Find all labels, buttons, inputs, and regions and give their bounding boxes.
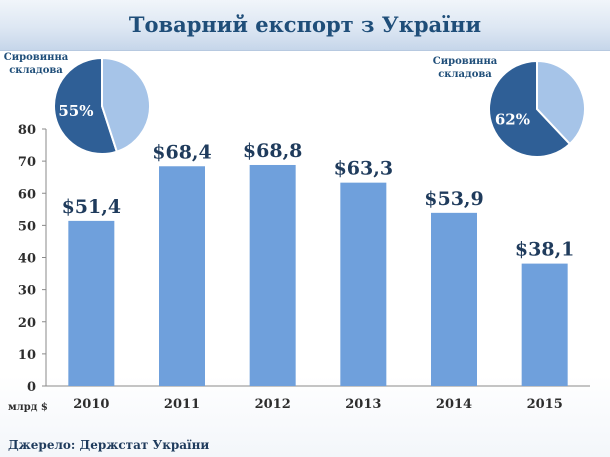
bar-value-label: $68,4	[152, 141, 212, 163]
x-tick-label: 2012	[255, 397, 291, 412]
pie-slice-raw	[488, 59, 572, 158]
x-tick-label: 2013	[345, 397, 381, 412]
pie-title-line: складова	[9, 65, 63, 76]
bar-value-label: $53,9	[424, 188, 484, 210]
pie-slice-other	[536, 59, 586, 146]
bar-value-label: $38,1	[515, 239, 575, 261]
x-tick-label: 2010	[73, 397, 109, 412]
bar	[68, 220, 115, 386]
source-note: Джерело: Держстат України	[8, 438, 210, 452]
page-title: Товарний експорт з України	[128, 12, 482, 37]
y-tick-label: 40	[18, 252, 36, 267]
y-tick-label: 10	[18, 348, 36, 363]
y-tick-label: 70	[18, 155, 36, 170]
pie-title-line: Сировинна	[433, 56, 498, 67]
pie-slice-other	[101, 56, 151, 153]
pie-title-line: Сировинна	[4, 52, 69, 63]
title-bar	[0, 0, 610, 51]
bar	[159, 166, 205, 386]
unit-label: млрд $	[8, 402, 48, 413]
x-tick-label: 2014	[436, 397, 472, 412]
x-tick-label: 2011	[164, 397, 200, 412]
y-tick-label: 60	[18, 187, 36, 202]
bar-value-label: $63,3	[334, 158, 394, 180]
bar	[340, 182, 387, 386]
bar	[249, 164, 296, 386]
pie-percent-label: 55%	[58, 102, 93, 120]
bar	[521, 263, 568, 386]
y-tick-label: 20	[18, 316, 36, 331]
pie-percent-label: 62%	[495, 111, 530, 129]
bar-value-label: $68,8	[243, 140, 303, 162]
y-tick-label: 80	[18, 123, 36, 138]
y-tick-label: 0	[27, 380, 36, 395]
pie-title-line: складова	[438, 69, 492, 80]
bar-value-label: $51,4	[62, 196, 122, 218]
y-tick-label: 50	[18, 219, 36, 234]
bar	[431, 212, 477, 386]
x-tick-label: 2015	[527, 397, 563, 412]
y-tick-label: 30	[18, 284, 36, 299]
